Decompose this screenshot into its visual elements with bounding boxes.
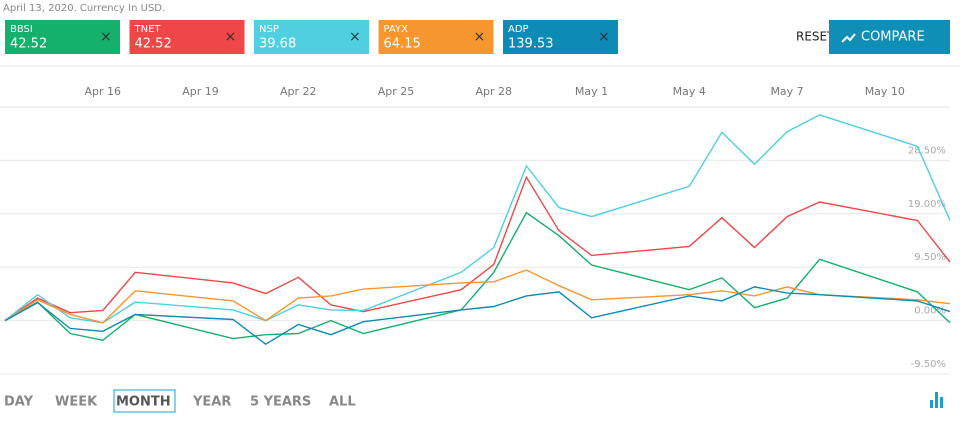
ticker-name: TNET — [134, 24, 162, 35]
x-tick-label: Apr 16 — [84, 85, 121, 98]
ticker-name: PAYX — [384, 24, 409, 35]
series-line — [4, 269, 951, 324]
series-line — [4, 175, 951, 322]
range-tab[interactable]: ALL — [329, 395, 356, 410]
ticker-card[interactable] — [503, 20, 618, 54]
range-tab[interactable]: 5 YEARS — [250, 395, 311, 410]
ticker-card[interactable] — [5, 20, 120, 54]
x-tick-label: Apr 19 — [182, 85, 219, 98]
chart-icon[interactable] — [930, 392, 943, 408]
ticker-name: BBSI — [10, 24, 33, 35]
ticker-name: NSP — [259, 24, 279, 35]
remove-button[interactable]: × — [349, 29, 361, 45]
ticker-price: 42.52 — [135, 37, 172, 52]
remove-button[interactable]: × — [598, 29, 610, 45]
y-tick-label: 28.50% — [908, 145, 946, 156]
y-tick-label: -9.50% — [911, 359, 946, 370]
x-tick-label: May 7 — [770, 85, 803, 98]
ticker-price: 64.15 — [384, 37, 421, 52]
series-line — [4, 286, 951, 346]
x-tick-label: May 1 — [575, 85, 608, 98]
range-tab[interactable]: WEEK — [55, 395, 98, 410]
ticker-card[interactable] — [378, 20, 494, 54]
range-tab[interactable]: YEAR — [192, 395, 231, 410]
ticker-name: ADP — [508, 24, 529, 35]
x-tick-label: Apr 25 — [378, 85, 415, 98]
ticker-price: 42.52 — [10, 37, 47, 52]
remove-button[interactable]: × — [474, 29, 486, 45]
compare-icon — [841, 33, 856, 43]
series-line — [4, 211, 951, 342]
x-tick-label: Apr 22 — [280, 85, 317, 98]
range-selected — [113, 389, 176, 413]
y-tick-label: 9.50% — [914, 252, 946, 263]
compare-label[interactable]: COMPARE — [861, 30, 925, 45]
y-tick-label: 0.00% — [914, 306, 946, 317]
remove-button[interactable]: × — [100, 29, 112, 45]
note: April 13, 2020. Currency In USD. — [3, 3, 165, 14]
range-tab[interactable]: MONTH — [116, 395, 171, 410]
ticker-card[interactable] — [254, 20, 369, 54]
series-line — [4, 114, 951, 324]
y-tick-label: 19.00% — [908, 199, 946, 210]
ticker-card[interactable] — [129, 20, 245, 54]
ticker-price: 39.68 — [259, 37, 296, 52]
range-tab[interactable]: DAY — [4, 395, 34, 410]
x-tick-label: Apr 28 — [476, 85, 513, 98]
ticker-price: 139.53 — [508, 37, 554, 52]
reset-button[interactable]: RESET — [796, 30, 835, 44]
x-tick-label: May 10 — [865, 85, 905, 98]
x-tick-label: May 4 — [673, 85, 706, 98]
compare-button[interactable] — [829, 20, 950, 54]
remove-button[interactable]: × — [225, 29, 237, 45]
